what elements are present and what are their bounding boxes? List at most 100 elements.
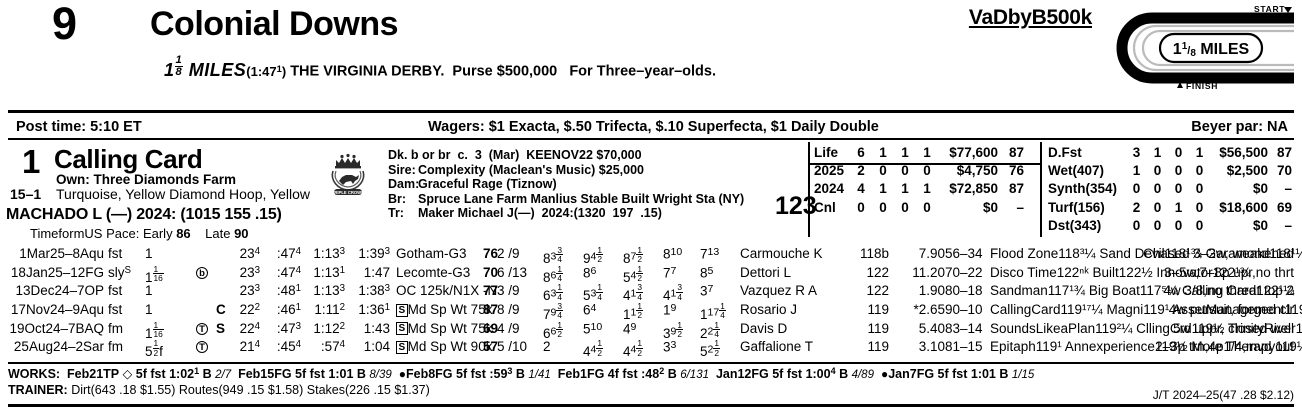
trainer-stats-value: Dirt(643 .18 $1.55) Routes(949 .15 $1.58… <box>71 383 430 397</box>
pp-rail-indicator: C <box>216 302 226 318</box>
pp-state-bred-icon: S <box>396 303 408 317</box>
dam-value: Graceful Rage (Tiznow) <box>418 177 557 192</box>
pp-trip-comment: Chased 3–2w, weakened <box>1143 246 1294 261</box>
pp-call-2: 510 <box>583 320 603 337</box>
work-surface-icon: ◇ <box>122 367 133 381</box>
stats-row: 2025 2 0 0 0 $4,750 76 <box>812 162 1026 180</box>
stats-wins: 0 <box>1153 163 1162 179</box>
pp-speed-pair: 80–18 <box>945 283 983 299</box>
stats-divider-left <box>808 142 810 237</box>
pp-fraction-3: 1:122 <box>313 320 345 336</box>
pp-trip-comment: 2–3p trn,4p1/4,mvd out <box>1155 339 1294 355</box>
stats-starts: 4 <box>857 181 865 197</box>
pp-race-class: S Md Sp Wt 75k <box>396 321 492 336</box>
pp-call-3: 41 3 4 <box>623 282 644 304</box>
pp-fraction-1: 233 <box>239 264 260 280</box>
pp-fraction-2: :473 <box>276 320 301 336</box>
stats-earnings: $77,600 <box>949 145 998 160</box>
pp-weight: 118b <box>859 246 889 261</box>
horse-name[interactable]: Calling Card <box>54 144 203 174</box>
past-performance-row[interactable]: 17Nov24–9Aqu fst 1 C 222:461 1:112 1:361 S Md Sp… <box>0 302 1302 323</box>
pp-call-2: 53 1 4 <box>583 282 604 304</box>
pp-weight: 119 <box>867 320 889 336</box>
past-performance-row[interactable]: 19Oct24–7BAQ fm 1 1 16 T S 224:473 1:122 1:43 S Md … <box>0 319 1302 341</box>
pp-surface: slyS <box>108 264 131 280</box>
work-detail: 5f fst 1:01 B <box>295 367 366 381</box>
pp-surface: fm <box>108 339 123 355</box>
stats-row: Life 6 1 1 1 $77,600 87 <box>812 144 1026 162</box>
pp-fraction-2: :474 <box>276 264 301 280</box>
stats-speed: 87 <box>1276 145 1292 160</box>
work-track: FG <box>274 367 292 381</box>
work-date: Feb15 <box>238 367 275 381</box>
stats-starts: 6 <box>857 145 865 160</box>
stats-row: Synth(354) 0 0 0 0 $0– <box>1046 180 1294 198</box>
stats-starts: 0 <box>1132 181 1141 197</box>
work-rank: 2/7 <box>215 369 232 381</box>
pp-jockey: Gaffalione T <box>740 339 814 355</box>
post-time-bar: Post time: 5:10 ET Wagers: $1 Exacta, $.… <box>8 118 1294 138</box>
pp-race-class: S Md Sp Wt 90k <box>396 339 492 354</box>
stats-shows: 0 <box>923 163 931 179</box>
pp-fraction-3: 1:133 <box>313 283 345 299</box>
past-performance-row[interactable]: 1Mar25–8Aqu fst 1 234:474 1:133 1:393 Gotham-G… <box>0 245 1302 267</box>
pp-speed-pair: 90–10 <box>945 302 983 318</box>
stats-period: Cnl <box>814 199 836 215</box>
owner-line: Own: Three Diamonds Farm <box>56 172 237 187</box>
stats-speed: 87 <box>1008 181 1024 197</box>
past-performance-row[interactable]: 25Aug24–2Sar fm 5 1 2 f T 214:454:574 1:04 S Md Sp… <box>0 338 1302 360</box>
pp-weight: 122 <box>866 283 889 299</box>
pp-fraction-1: 224 <box>239 320 260 336</box>
pp-final-time: 1:04 <box>363 339 390 355</box>
pp-call-4: 19 <box>663 302 677 318</box>
pp-trip-comment: 3–5w,7–8p upr,no thrt <box>1164 264 1294 280</box>
pp-distance: 1 1 16 <box>145 319 164 341</box>
pp-call-4: 77 <box>663 264 677 281</box>
jockey-line: MACHADO L (—) 2024: (1015 155 .15) <box>6 206 282 223</box>
breeder-value: Spruce Lane Farm Manlius Stable Built Wr… <box>418 191 745 206</box>
past-performance-row[interactable]: 13Dec24–7OP fst 1 233:481 1:133 1:383 OC 125k/… <box>0 282 1302 304</box>
stats-places: 1 <box>901 181 909 197</box>
trainer-stats-label: TRAINER: <box>8 383 68 397</box>
pace-late-value: 90 <box>234 226 249 241</box>
pp-state-bred-icon: S <box>396 322 408 336</box>
stats-places: 1 <box>901 145 909 160</box>
stats-wins: 1 <box>879 181 887 197</box>
stats-earnings: $56,500 <box>1219 145 1268 160</box>
stats-speed: 70 <box>1276 163 1292 179</box>
stats-shows: 1 <box>923 181 931 197</box>
past-performance-row[interactable]: 18Jan25–12FG slyS 1 1 16 b 233:474 1:131 1:47 Lec… <box>0 264 1302 285</box>
silks-logo-caption: TRIPLE CROWN <box>332 190 364 195</box>
pp-call-3: 87 1 2 <box>623 245 644 267</box>
pp-speed-pair: 83–14 <box>945 320 983 336</box>
track-diagram: 11/8 MILES START FINISH <box>1094 2 1294 94</box>
work-date: Jan12 <box>715 367 752 381</box>
pp-call-2: 44 1 2 <box>583 338 604 360</box>
pp-finish-call: 37 <box>700 283 714 300</box>
finish-label: FINISH <box>1186 81 1218 91</box>
pp-post-position: 4 /9 <box>497 320 520 336</box>
race-par-time: (1:471) <box>246 63 287 79</box>
pp-post-position: 2 /9 <box>497 246 520 261</box>
pp-call-1: 66 1 2 <box>543 319 564 341</box>
race-number: 9 <box>52 0 77 49</box>
pp-finish-call: 713 <box>700 246 720 262</box>
wagers-text: Wagers: $1 Exacta, $.50 Trifecta, $.10 S… <box>428 119 879 135</box>
timeform-pace-line: TimeformUS Pace: Early 86 Late 90 <box>30 226 249 241</box>
pp-call-1: 2 <box>543 339 551 355</box>
breeding-block: Dk. b or br c. 3 (Mar) KEENOV22 $70,000 … <box>388 148 744 221</box>
pp-distance: 1 <box>145 283 153 299</box>
pp-call-4: 33 <box>663 339 677 356</box>
stats-starts: 0 <box>1132 217 1141 233</box>
divider-above-works <box>8 362 1294 364</box>
workouts-line: WORKS: Feb21TP ◇ 5f fst 1:021 B 2/7 Feb1… <box>8 366 1034 381</box>
pp-call-3: 49 <box>623 320 637 337</box>
pp-finish-call: 52 1 2 <box>700 338 721 360</box>
stats-surface-label: Wet(407) <box>1048 163 1105 179</box>
stats-row: 2024 4 1 1 1 $72,850 87 <box>812 180 1026 198</box>
pp-beyer-figure: 70 <box>482 264 498 280</box>
work-rank: 8/39 <box>369 369 392 381</box>
stats-row: Cnl 0 0 0 0 $0– <box>812 199 1026 217</box>
wager-code: VaDbyB500k <box>968 6 1092 29</box>
